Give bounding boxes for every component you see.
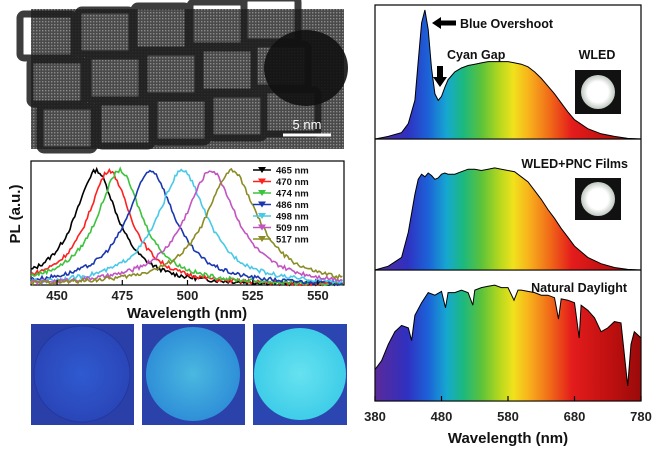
tem-dark-region	[264, 30, 348, 106]
spectra-xtick-label: 480	[431, 409, 453, 424]
pl-xtick-label: 475	[111, 288, 133, 303]
pl-legend-marker	[258, 167, 266, 173]
spectrum-area	[374, 284, 642, 402]
pl-series-line	[30, 169, 343, 286]
pl-legend-label: 470 nm	[276, 177, 309, 188]
pl-xlabel: Wavelength (nm)	[127, 305, 247, 322]
cyan-gap-annotation: Cyan Gap	[433, 48, 506, 87]
pl-xtick-label: 525	[242, 288, 264, 303]
pl-legend-marker	[258, 213, 266, 219]
wled-pnc-label: WLED+PNC Films	[521, 157, 628, 171]
wled-pnc-photo-glow	[581, 182, 615, 216]
pl-xtick-label: 450	[46, 288, 68, 303]
pl-legend-label: 509 nm	[276, 223, 309, 234]
pl-legend-label: 465 nm	[276, 166, 309, 177]
pl-legend-label: 486 nm	[276, 200, 309, 211]
spectrum-area	[374, 167, 642, 271]
pl-ylabel: PL (a.u.)	[7, 185, 24, 244]
tem-scale-label: 5 nm	[293, 117, 322, 132]
pl-legend-label: 517 nm	[276, 235, 309, 246]
wled-photo-glow	[581, 75, 615, 109]
pl-legend-marker	[258, 224, 266, 231]
pl-series-group	[30, 166, 344, 287]
wled-pnc-photo	[575, 178, 621, 220]
pl-legend-marker	[258, 190, 266, 196]
spectra-chart: Blue Overshoot Cyan Gap WLED WLED+PNC Fi…	[364, 4, 652, 447]
tem-cube-boundaries	[16, 0, 322, 154]
left-arrow-icon	[432, 17, 456, 29]
pl-series-line	[30, 167, 343, 287]
spectra-areas	[374, 9, 642, 402]
pl-xticks: 450 475 500 525 550	[46, 280, 329, 303]
spectra-xtick-label: 780	[630, 409, 652, 424]
blue-overshoot-label: Blue Overshoot	[460, 17, 554, 31]
spectrum-area	[374, 9, 642, 140]
photo-2-film	[146, 327, 240, 421]
wled-label: WLED	[579, 48, 616, 62]
tem-image-panel: 5 nm	[16, 0, 348, 154]
pl-xtick-label: 550	[307, 288, 329, 303]
blue-overshoot-annotation: Blue Overshoot	[432, 17, 554, 31]
pl-legend-marker	[258, 201, 266, 208]
pl-plot-frame	[30, 160, 345, 286]
photo-1-film	[33, 325, 131, 423]
photo-3-film	[254, 328, 346, 420]
cyan-gap-label: Cyan Gap	[447, 48, 506, 62]
spectra-xtick-label: 680	[564, 409, 586, 424]
down-arrow-icon	[433, 66, 447, 87]
pl-series-line	[30, 166, 343, 287]
spectra-xtick-label: 380	[364, 409, 386, 424]
tem-cube	[36, 102, 98, 154]
pl-legend-label: 498 nm	[276, 212, 309, 223]
spectra-xtick-label: 580	[497, 409, 519, 424]
film-photos	[31, 324, 347, 425]
spectra-xlabel: Wavelength (nm)	[448, 430, 568, 447]
pl-xtick-label: 500	[177, 288, 199, 303]
daylight-label: Natural Daylight	[531, 281, 628, 295]
pl-legend-marker	[258, 178, 266, 185]
pl-legend-label: 474 nm	[276, 189, 309, 200]
pl-legend-marker	[258, 236, 266, 242]
pl-series-line	[30, 168, 344, 285]
wled-photo	[575, 70, 621, 114]
spectra-xticks: 380 480 580 680 780	[364, 396, 652, 424]
